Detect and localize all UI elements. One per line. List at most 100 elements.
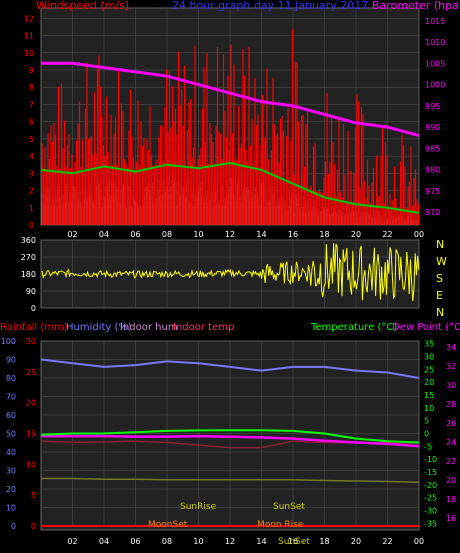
barometer-line [41,61,420,138]
baro-tick-label: 990 [425,123,440,132]
dewpoint-y-ticks: 16 18 20 22 24 26 28 30 32 34 [446,343,456,523]
baro-tick-label: 1010 [425,38,445,47]
humidity-tick-label: 90 [6,356,16,365]
dewpoint-tick-label: 18 [446,495,456,504]
barometer-y-ticks: 970 975 980 985 990 995 1000 1005 1010 1015 [425,17,445,217]
temperature-tick-label: 25 [424,365,434,374]
temperature-tick-label: 5 [424,417,429,426]
dewpoint-tick-label: 26 [446,419,456,428]
temperature-tick-label: 35 [424,340,434,349]
baro-tick-label: 980 [425,166,440,175]
temperature-tick-label: 30 [424,352,434,361]
rainfall-tick-label: 25 [26,368,36,377]
temperature-tick-label: -35 [424,519,437,528]
wind-tick-label: 7 [29,100,34,109]
direction-tick-label: 0 [31,304,36,313]
rainfall-tick-label: 30 [26,337,36,346]
wind-x-tick-label: 04 [99,230,109,239]
humidity-tick-label: 20 [6,485,16,494]
temperature-x-tick-label: 16 [288,537,298,546]
rainfall-tick-label: 5 [31,491,36,500]
sunset-annotation: SunSet [273,502,305,512]
wind-tick-label: 11 [24,32,34,41]
compass-label: S [436,272,443,285]
moonset-annotation: MoonSet [148,520,188,530]
baro-tick-label: 995 [425,102,440,111]
baro-tick-label: 985 [425,144,440,153]
temperature-x-tick-label: 06 [130,537,140,546]
temperature-tick-label: 15 [424,391,434,400]
wind-tick-label: 9 [29,66,34,75]
temperature-x-tick-label: 08 [162,537,172,546]
wind-x-tick-label: 02 [67,230,77,239]
dewpoint-tick-label: 34 [446,343,456,352]
temperature-tick-label: -5 [424,442,432,451]
temperature-y-ticks: -35 -30 -25 -20 -15 -10 -5 0 5 10 15 20 25 30 35 [424,340,437,529]
humidity-tick-label: 40 [6,448,16,457]
humidity-tick-label: 80 [6,374,16,383]
temperature-tick-label: 0 [424,430,429,439]
dewpoint-tick-label: 20 [446,476,456,485]
wind-x-ticks: 02 04 06 08 10 12 14 16 18 20 22 00 [67,230,424,239]
temperature-x-tick-label: 14 [256,537,266,546]
barometer-label: Barometer (hpa) [372,0,460,12]
wind-x-tick-label: 12 [225,230,235,239]
wind-tick-label: 8 [29,83,34,92]
humidity-line [40,358,420,379]
dewpoint-tick-label: 24 [446,438,456,447]
baro-tick-label: 970 [425,208,440,217]
direction-tick-label: 90 [26,287,36,296]
rainfall-tick-label: 10 [26,460,36,469]
rainfall-tick-label: 15 [26,430,36,439]
baro-tick-label: 1000 [425,81,445,90]
temperature-x-tick-label: 20 [351,537,361,546]
humidity-tick-label: 50 [6,430,16,439]
compass-label: N [436,238,444,251]
baro-tick-label: 1005 [425,59,445,68]
rainfall-y-ticks: 0 5 10 15 20 25 30 [26,337,36,531]
humidity-tick-label: 30 [6,467,16,476]
humidity-y-ticks: 0 10 20 30 40 50 60 70 80 90 100 [1,337,16,531]
humidity-tick-label: 100 [1,337,16,346]
indoor-humidity-line [41,477,420,484]
wind-x-tick-label: 14 [256,230,266,239]
chart-title: 24 hour graph day 11 January 2017 [172,0,368,12]
temperature-x-tick-label: 22 [382,537,392,546]
sunrise-annotation: SunRise [180,502,217,512]
dewpoint-tick-label: 16 [446,514,456,523]
wind-tick-label: 4 [29,152,34,161]
direction-line [41,243,420,302]
wind-x-tick-label: 08 [162,230,172,239]
dewpoint-tick-label: 32 [446,362,456,371]
dewpoint-tick-label: 28 [446,400,456,409]
wind-tick-label: 2 [29,187,34,196]
compass-label: N [436,306,444,319]
sunset-annotation-2: SunSet [278,537,310,547]
rainfall-tick-label: 20 [26,399,36,408]
temperature-tick-label: -15 [424,468,437,477]
baro-tick-label: 975 [425,187,440,196]
wind-tick-label: 5 [29,135,34,144]
dewpoint-line [41,434,420,448]
temperature-x-tick-label: 12 [225,537,235,546]
dewpoint-label: Dew Point (°C) [392,322,460,333]
wind-x-tick-label: 06 [130,230,140,239]
wind-tick-label: 0 [29,221,34,230]
wind-avg-line [40,161,420,214]
temperature-label: Temperature (°C) [310,322,397,333]
temperature-tick-label: -25 [424,494,437,503]
temperature-grid [41,340,420,527]
temperature-tick-label: -10 [424,455,437,464]
temperature-x-tick-label: 10 [193,537,203,546]
moonrise-annotation: Moon Rise [257,520,304,530]
wind-tick-label: 10 [24,49,34,58]
temperature-x-tick-label: 00 [414,537,424,546]
humidity-label: Humidity (%) [66,322,132,333]
temperature-tick-label: 10 [424,404,434,413]
temperature-line [40,429,420,444]
indoor-hum-label: Indoor hum [120,322,178,333]
